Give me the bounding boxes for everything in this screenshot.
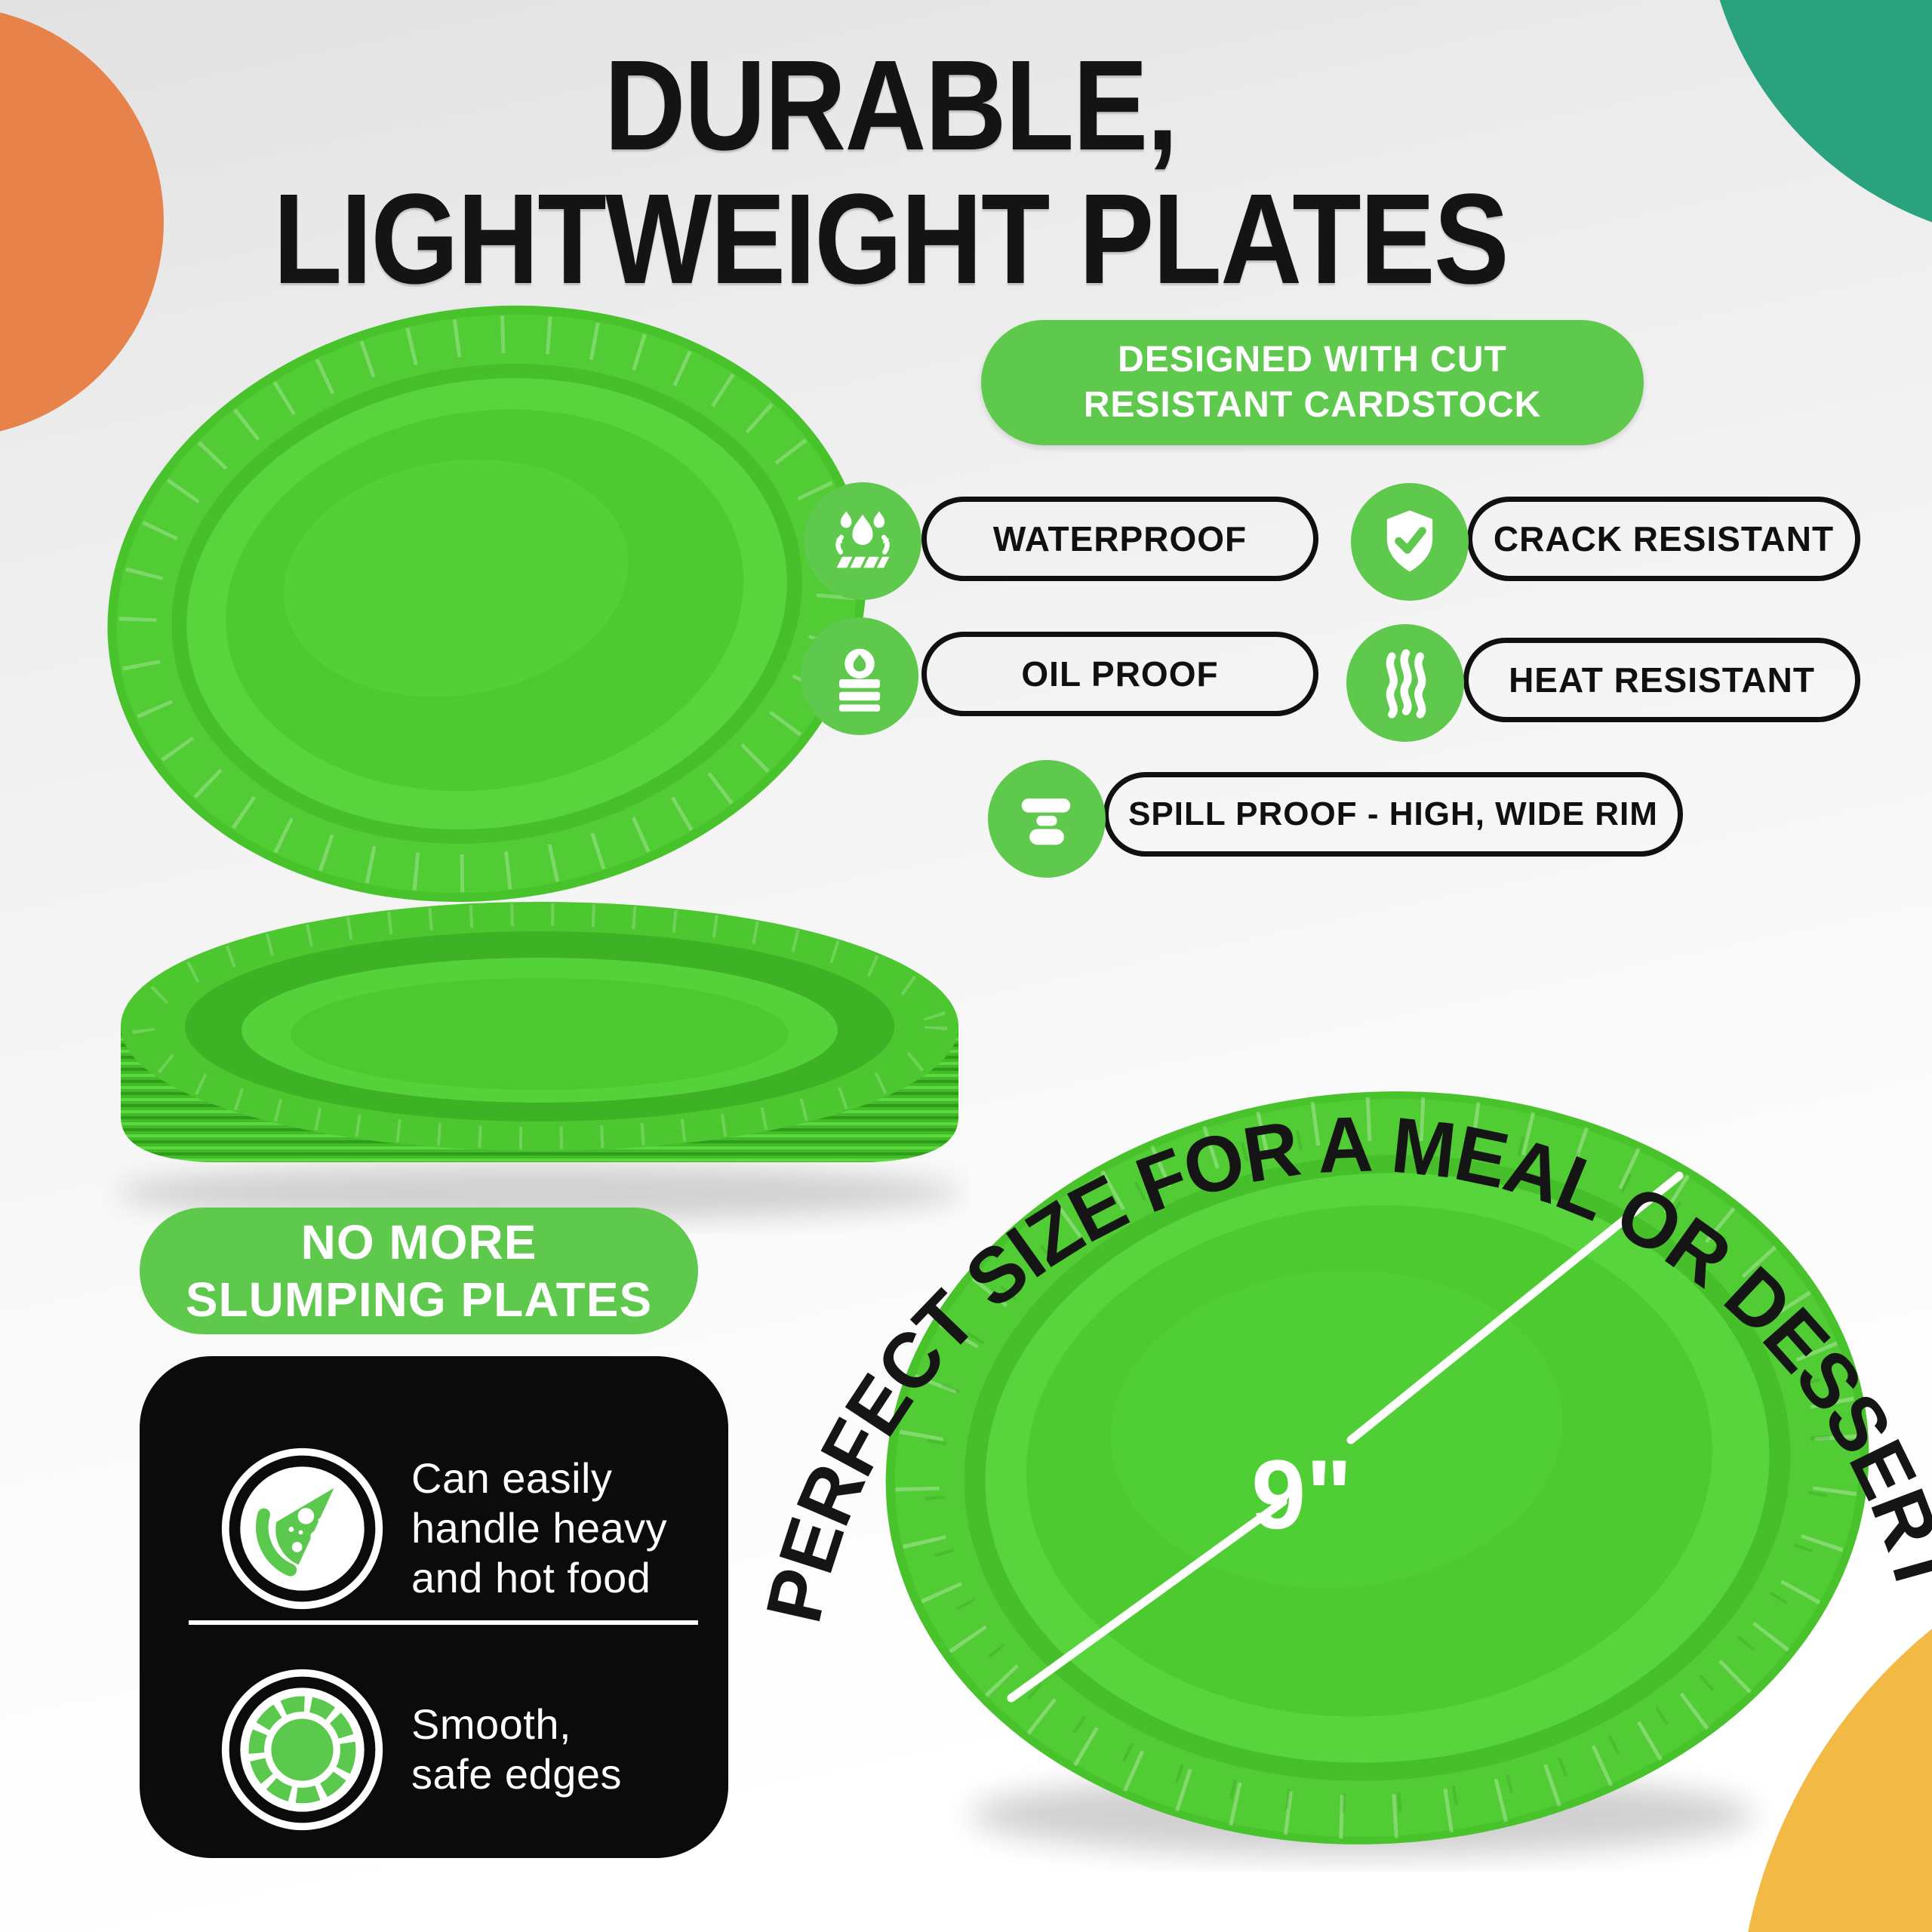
crack-resistant-label: CRACK RESISTANT bbox=[1493, 519, 1835, 558]
heat-waves-icon bbox=[1346, 624, 1464, 742]
nine-inch-plate-illustration: 9" bbox=[885, 1091, 1869, 1857]
plate-face bbox=[885, 1091, 1869, 1844]
svg-text:PERFECT SIZE FOR A MEAL OR DES: PERFECT SIZE FOR A MEAL OR DESSERT bbox=[755, 1100, 1932, 1630]
benefit-text-smooth-edges: Smooth, safe edges bbox=[411, 1700, 622, 1799]
curved-headline: PERFECT SIZE FOR A MEAL OR DESSERT bbox=[755, 1100, 1932, 1630]
plate-pile-top bbox=[121, 902, 958, 1151]
waterproof-pill: WATERPROOF bbox=[921, 497, 1318, 581]
slumping-badge-line-2: SLUMPING PLATES bbox=[185, 1272, 653, 1327]
plate-rim-icon bbox=[988, 760, 1106, 878]
benefit-2-line-1: Smooth, bbox=[411, 1700, 572, 1748]
water-drops-icon bbox=[804, 482, 921, 600]
tilted-plate bbox=[107, 305, 866, 903]
benefit-text-heavy-food: Can easily handle heavy and hot food bbox=[411, 1454, 667, 1603]
benefit-1-line-2: handle heavy bbox=[411, 1504, 668, 1552]
diameter-measurement: 9" bbox=[1007, 1171, 1684, 1703]
stack-shadow bbox=[117, 1165, 962, 1220]
heat-resistant-pill: HEAT RESISTANT bbox=[1463, 638, 1860, 722]
plate-stack-illustration bbox=[107, 305, 962, 1220]
spill-proof-pill: SPILL PROOF - HIGH, WIDE RIM bbox=[1103, 772, 1683, 857]
crack-resistant-pill: CRACK RESISTANT bbox=[1467, 497, 1860, 581]
waterproof-label: WATERPROOF bbox=[992, 519, 1247, 558]
benefit-card: Can easily handle heavy and hot food Smo… bbox=[140, 1356, 728, 1858]
shield-check-icon bbox=[1351, 483, 1469, 601]
title-line-2: LIGHTWEIGHT PLATES bbox=[272, 167, 1509, 311]
teal-corner-circle bbox=[1703, 0, 1932, 244]
curved-headline-text: PERFECT SIZE FOR A MEAL OR DESSERT bbox=[755, 1100, 1932, 1630]
spill-proof-label: SPILL PROOF - HIGH, WIDE RIM bbox=[1128, 795, 1658, 832]
title-line-1: DURABLE, bbox=[604, 34, 1179, 177]
smooth-edges-plate-icon bbox=[217, 1665, 387, 1835]
diameter-label: 9" bbox=[1251, 1439, 1352, 1549]
benefit-1-line-3: and hot food bbox=[411, 1554, 651, 1601]
cardstock-badge-line-1: DESIGNED WITH CUT bbox=[1118, 340, 1507, 380]
heat-resistant-label: HEAT RESISTANT bbox=[1509, 660, 1815, 700]
benefit-2-line-2: safe edges bbox=[411, 1750, 622, 1798]
benefit-1-line-1: Can easily bbox=[411, 1454, 613, 1502]
cardstock-badge-line-2: RESISTANT CARDSTOCK bbox=[1083, 385, 1542, 425]
page-title: DURABLE, LIGHTWEIGHT PLATES bbox=[107, 39, 1675, 306]
oil-drop-icon bbox=[801, 617, 918, 735]
pizza-slice-icon bbox=[217, 1444, 387, 1614]
slumping-badge-line-1: NO MORE bbox=[300, 1215, 537, 1269]
card-divider bbox=[189, 1620, 698, 1625]
oil-proof-label: OIL PROOF bbox=[1021, 654, 1219, 694]
cardstock-badge: DESIGNED WITH CUT RESISTANT CARDSTOCK bbox=[981, 320, 1644, 445]
slumping-badge: NO MORE SLUMPING PLATES bbox=[140, 1208, 698, 1334]
oil-proof-pill: OIL PROOF bbox=[921, 632, 1318, 716]
